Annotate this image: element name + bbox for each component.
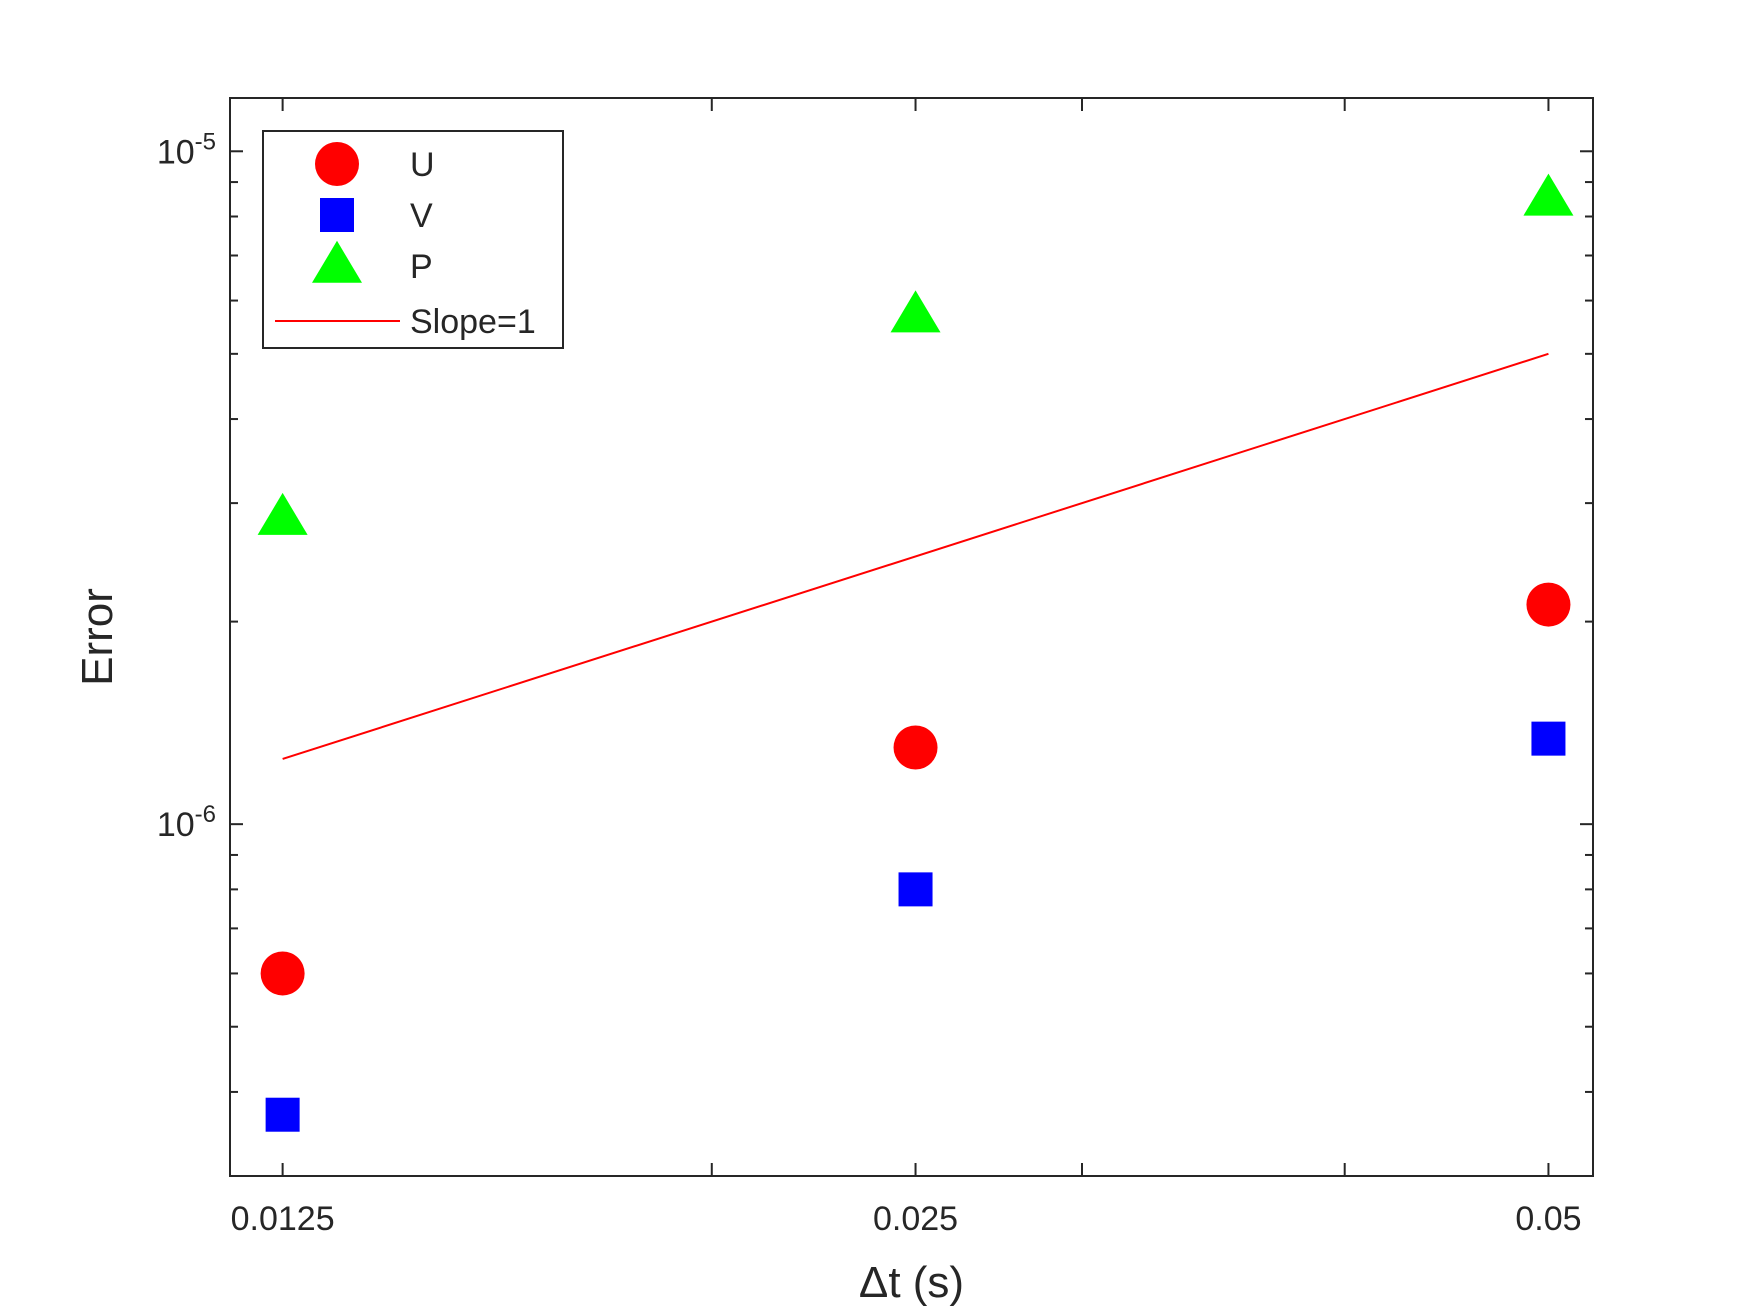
y-tick-label: 10-5: [157, 128, 216, 171]
legend-label: U: [410, 146, 435, 184]
x-tick-label: 0.05: [1515, 1200, 1581, 1238]
legend-box: [262, 130, 564, 349]
y-tick-label-exponent: -6: [195, 801, 216, 828]
y-tick-label: 10-6: [157, 801, 216, 844]
legend: UVP Slope=1: [262, 130, 564, 349]
data-point-p: [1523, 173, 1574, 216]
y-axis-label: Error: [73, 588, 122, 686]
legend-label: P: [410, 248, 433, 286]
data-point-u: [893, 725, 938, 770]
plot-area: [257, 173, 1574, 1132]
legend-swatch-u: [315, 142, 359, 186]
data-point-u: [1526, 582, 1571, 627]
data-point-u: [260, 951, 305, 996]
x-tick-label: 0.0125: [231, 1200, 335, 1238]
y-tick-label-exponent: -5: [195, 128, 216, 155]
data-point-p: [890, 290, 941, 333]
legend-swatch-v: [320, 198, 354, 232]
x-axis-label: Δt (s): [859, 1258, 964, 1307]
legend-label: V: [410, 197, 433, 235]
y-tick-label-base: 10: [157, 806, 195, 844]
legend-label: Slope=1: [410, 303, 536, 341]
data-point-v: [265, 1097, 300, 1132]
axes-box: [229, 97, 1594, 1177]
legend-swatch-p: [312, 240, 362, 283]
data-point-p: [257, 492, 308, 535]
data-point-v: [1531, 721, 1566, 756]
y-tick-label-base: 10: [157, 133, 195, 171]
data-point-v: [898, 872, 933, 907]
series-slope-line: [282, 352, 1549, 760]
x-tick-label: 0.025: [873, 1200, 958, 1238]
